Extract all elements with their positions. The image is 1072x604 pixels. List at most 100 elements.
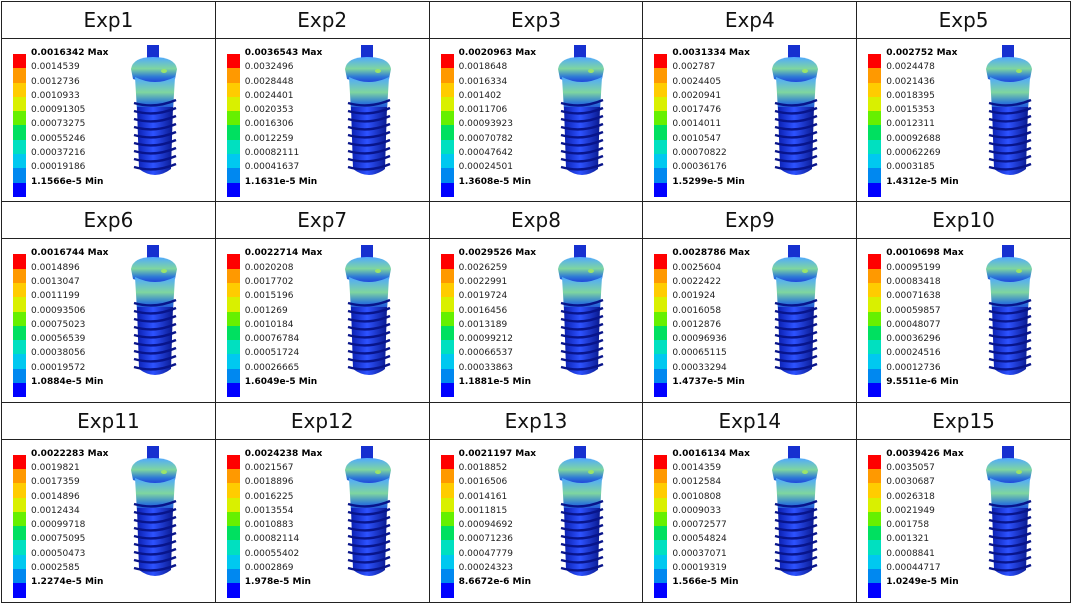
scale-value: 0.0008841 — [886, 548, 935, 559]
scale-value: 0.0021436 — [886, 76, 935, 87]
color-scale-bar — [226, 454, 240, 598]
implant-stress-model — [130, 245, 177, 376]
color-swatch — [13, 554, 26, 570]
scale-value: 0.00071236 — [458, 534, 513, 545]
color-swatch — [868, 368, 882, 383]
color-swatch — [226, 483, 240, 498]
min-value: 1.4737e-5 Min — [672, 377, 745, 387]
color-swatch — [654, 139, 668, 155]
scale-value: 0.00062269 — [886, 148, 941, 159]
color-swatch — [654, 511, 668, 527]
color-swatch — [440, 282, 454, 298]
color-swatch — [226, 554, 240, 570]
color-swatch — [654, 68, 668, 83]
scale-value: 0.00047779 — [458, 548, 513, 559]
color-scale-bar — [868, 454, 882, 598]
panel-body: 0.0022714 Max 0.0020208 0.0017702 0.0015196… — [216, 239, 429, 401]
panel-title: Exp13 — [429, 403, 643, 440]
color-swatch — [13, 96, 26, 112]
color-swatch — [868, 268, 882, 283]
implant-stress-model — [558, 245, 605, 376]
color-swatch — [440, 125, 454, 140]
scale-value: 0.00024323 — [458, 563, 513, 574]
color-swatch — [13, 139, 26, 155]
scale-value: 0.00075023 — [31, 319, 86, 330]
panel-body: 0.0028786 Max 0.0025604 0.0022422 0.001924 0… — [643, 239, 856, 401]
scale-values: 0.002752 Max 0.0024478 0.0021436 0.0018395 0… — [886, 46, 958, 189]
scale-value: 0.0012876 — [672, 319, 722, 330]
color-scale-bar — [226, 254, 240, 398]
max-value: 0.0016342 Max — [31, 48, 109, 58]
color-swatch — [868, 82, 882, 97]
scale-value: 0.00037216 — [31, 148, 86, 159]
color-swatch — [13, 268, 26, 283]
scale-value: 0.00083418 — [886, 276, 941, 287]
scale-value: 0.0017476 — [672, 105, 722, 116]
scale-values: 0.0036543 Max 0.0032496 0.0028448 0.0024401… — [245, 46, 322, 189]
scale-value: 0.0018395 — [886, 90, 935, 101]
experiment-panel: Exp11 0.0022283 Max 0.0019821 0.0017359 0.00… — [2, 402, 216, 603]
scale-value: 0.00073275 — [31, 119, 86, 130]
color-swatch — [226, 68, 240, 83]
scale-value: 0.0032496 — [244, 62, 294, 73]
scale-value: 0.0018648 — [458, 62, 508, 73]
scale-value: 0.0024401 — [244, 90, 294, 101]
experiment-panel: Exp10 0.0010698 Max 0.00095199 0.00083418 0.… — [857, 202, 1071, 403]
color-scale-bar — [654, 254, 668, 398]
scale-value: 0.0013047 — [31, 276, 80, 287]
color-swatch — [654, 254, 668, 269]
scale-value: 0.0020353 — [244, 105, 294, 116]
color-swatch — [13, 511, 26, 527]
color-swatch — [13, 68, 26, 83]
experiment-panel: Exp9 0.0028786 Max 0.0025604 0.0022422 0.001… — [643, 202, 858, 403]
scale-value: 0.0019821 — [31, 462, 80, 473]
implant-stress-model — [558, 45, 605, 175]
color-swatch — [226, 297, 240, 312]
scale-value: 0.00095199 — [886, 262, 941, 273]
color-swatch — [13, 182, 26, 197]
panel-body: 0.0021197 Max 0.0018852 0.0016506 0.0014161… — [430, 440, 643, 602]
scale-value: 0.00019186 — [31, 162, 86, 173]
scale-value: 0.0014011 — [672, 119, 722, 130]
scale-value: 0.00054824 — [672, 534, 727, 545]
color-swatch — [440, 254, 454, 269]
min-value: 1.566e-5 Min — [672, 577, 739, 588]
scale-values: 0.0029526 Max 0.0026259 0.0022991 0.0019724… — [459, 246, 536, 389]
scale-value: 0.00099212 — [458, 334, 513, 345]
panel-body: 0.0024238 Max 0.0021567 0.0018896 0.0016225… — [216, 440, 429, 602]
color-swatch — [654, 268, 668, 283]
scale-value: 0.0018852 — [458, 462, 508, 473]
color-swatch — [13, 526, 26, 541]
scale-value: 0.0002869 — [244, 563, 294, 574]
implant-stress-model — [772, 445, 819, 576]
panel-body: 0.0022283 Max 0.0019821 0.0017359 0.0014896… — [2, 440, 215, 602]
scale-value: 0.0022422 — [672, 276, 722, 287]
scale-value: 0.0021567 — [244, 462, 294, 473]
implant-stress-model — [772, 245, 819, 376]
color-swatch — [13, 111, 26, 126]
scale-value: 0.00082114 — [244, 534, 300, 545]
panel-title: Exp1 — [2, 2, 215, 39]
color-scale-bar — [13, 254, 26, 398]
scale-values: 0.0016342 Max 0.0014539 0.0012736 0.0010933… — [31, 46, 108, 189]
scale-values: 0.0021197 Max 0.0018852 0.0016506 0.0014161… — [459, 447, 536, 590]
color-swatch — [654, 554, 668, 570]
color-swatch — [13, 569, 26, 584]
color-swatch — [226, 340, 240, 355]
implant-stress-model — [986, 45, 1032, 175]
color-swatch — [13, 311, 26, 326]
color-swatch — [654, 297, 668, 312]
scale-value: 0.002787 — [672, 62, 716, 73]
color-swatch — [868, 540, 882, 555]
max-value: 0.0016744 Max — [31, 248, 109, 259]
color-swatch — [654, 468, 668, 484]
color-swatch — [440, 68, 454, 83]
color-swatch — [13, 483, 26, 498]
color-swatch — [654, 168, 668, 183]
color-swatch — [13, 254, 26, 269]
scale-value: 0.0013189 — [458, 319, 508, 330]
scale-value: 0.0011199 — [31, 291, 80, 302]
implant-stress-model — [344, 45, 391, 175]
scale-value: 0.00070822 — [672, 148, 727, 159]
scale-values: 0.0010698 Max 0.00095199 0.00083418 0.00071… — [886, 246, 963, 389]
